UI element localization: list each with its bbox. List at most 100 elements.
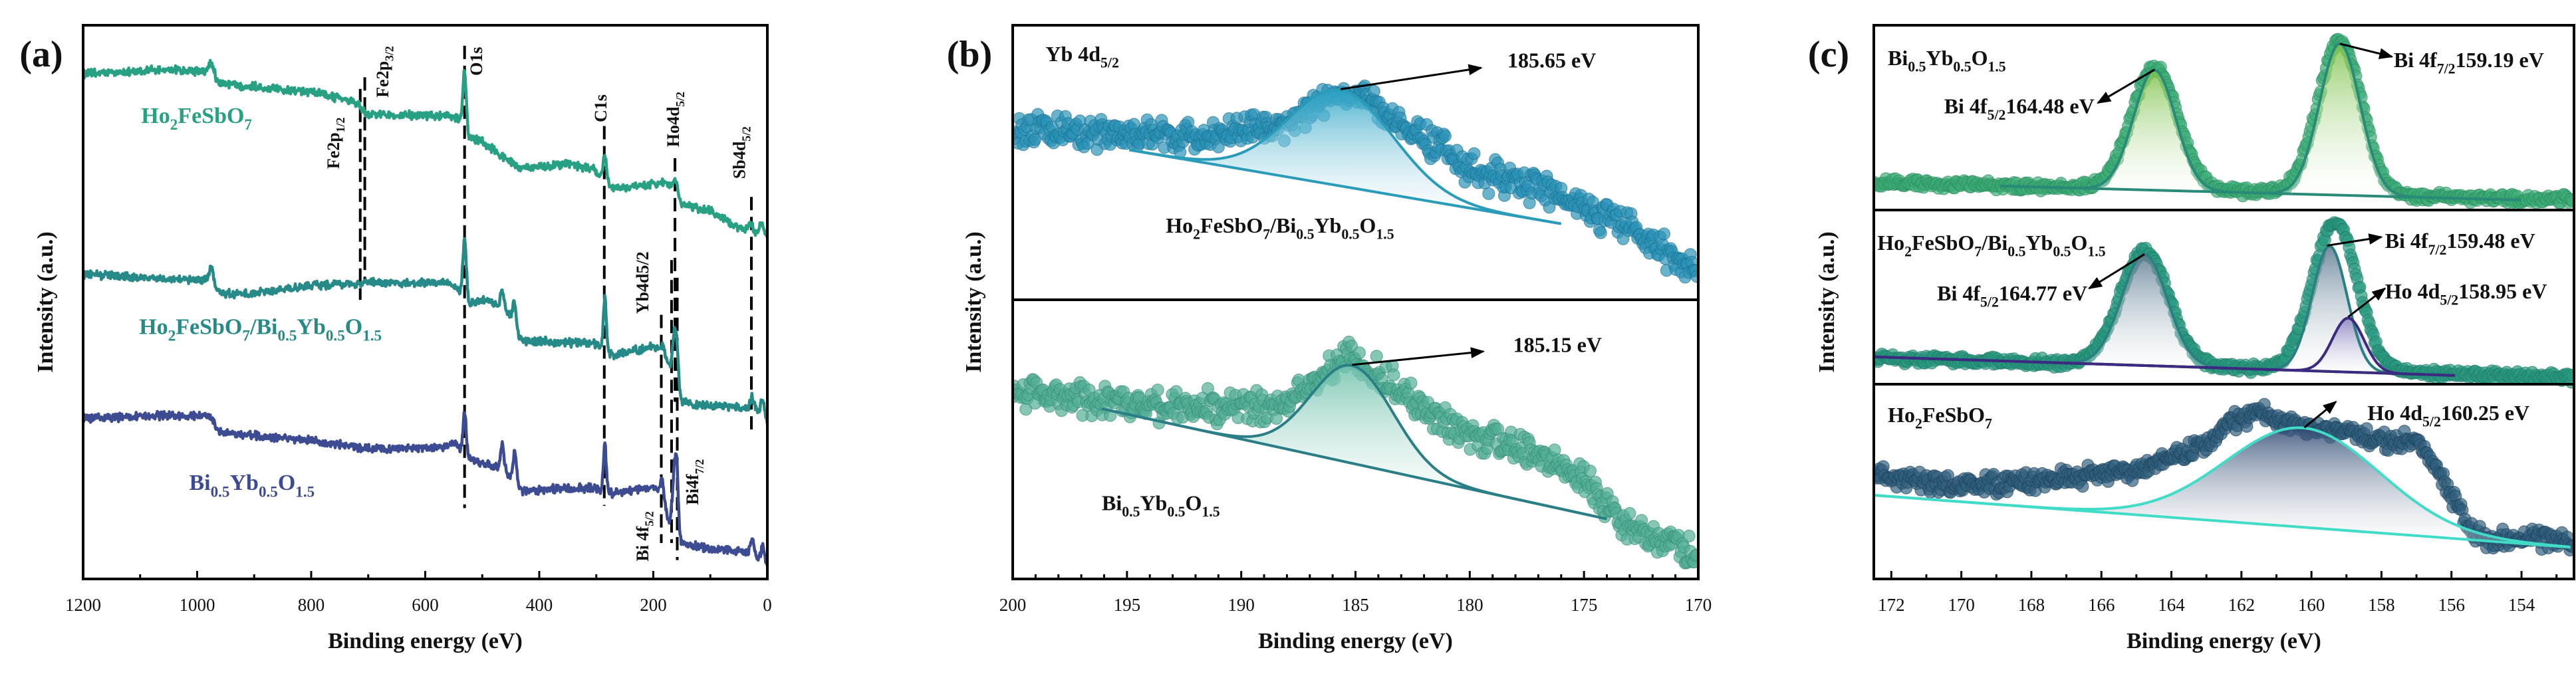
peak-fill <box>1102 365 1606 519</box>
data-point <box>1170 385 1183 398</box>
peak-annotation: Ho 4d5/2160.25 eV <box>2367 401 2529 430</box>
peak-label: Bi4f7/2 <box>683 459 706 505</box>
peak-fill <box>1999 70 2520 200</box>
peak-annotation: Bi 4f5/2164.77 eV <box>1937 281 2087 310</box>
annotation-arrow <box>1340 64 1483 90</box>
data-point <box>1151 384 1164 397</box>
data-point <box>1682 529 1696 543</box>
peak-label: Ho4d5/2 <box>664 92 687 147</box>
data-point <box>1482 187 1495 200</box>
annotation-arrow <box>2347 287 2386 318</box>
x-tick-label: 162 <box>2228 595 2255 615</box>
peak-label: Fe2p3/2 <box>373 46 396 98</box>
peak-annotation: Ho 4d5/2158.95 eV <box>2385 279 2547 308</box>
sample-label: Ho2FeSbO7/Bi0.5Yb0.5O1.5 <box>1166 213 1394 243</box>
peak-fill <box>1874 427 2569 548</box>
x-axis-title: Binding energy (eV) <box>2126 629 2321 653</box>
y-axis-title: Intensity (a.u.) <box>1815 231 1839 373</box>
annotation-arrow <box>2088 253 2145 290</box>
plot-area <box>1013 79 1698 570</box>
x-tick-label: 185 <box>1342 595 1369 615</box>
subplot <box>1874 33 2574 210</box>
peak-label: Yb4d5/2 <box>633 251 652 314</box>
fit-component <box>1129 88 1561 225</box>
data-point <box>1438 130 1452 143</box>
annotation-arrow <box>2097 68 2156 104</box>
sample-label: Ho2FeSbO7 <box>1888 403 1992 432</box>
x-tick-label: 160 <box>2298 595 2325 615</box>
x-tick-label: 168 <box>2018 595 2045 615</box>
data-point <box>1583 464 1597 478</box>
chart-panel-b: Ho2FeSbO7/Bi0.5Yb0.5O1.5 Yb 4d5/2 185.65 e… <box>947 24 1712 653</box>
x-tick-label: 164 <box>2158 595 2185 615</box>
peak-annotation: Bi 4f7/2159.48 eV <box>2385 229 2535 258</box>
subplot-title: Yb 4d5/2 <box>1045 42 1119 71</box>
x-tick-label: 1000 <box>180 595 215 615</box>
sample-label: Ho2FeSbO7/Bi0.5Yb0.5O1.5 <box>1877 231 2105 260</box>
data-point <box>2360 422 2373 435</box>
sample-label: Bi0.5Yb0.5O1.5 <box>1888 46 2006 75</box>
data-point <box>1352 346 1366 360</box>
annotation-arrow <box>2303 401 2337 429</box>
background-line <box>1874 494 2571 549</box>
data-point <box>1623 507 1636 520</box>
x-tick-label: 600 <box>412 595 439 615</box>
x-tick-label: 190 <box>1227 595 1255 615</box>
series-label: Bi0.5Yb0.5O1.5 <box>189 471 315 501</box>
plot-area <box>1874 33 2574 557</box>
panel-letter: (c) <box>1808 34 1849 75</box>
x-tick-label: 1200 <box>65 595 101 615</box>
peak-annotation: Bi 4f7/2159.19 eV <box>2394 48 2544 77</box>
y-axis-title: Intensity (a.u.) <box>962 231 986 373</box>
peak-annotation: 185.15 eV <box>1513 332 1602 356</box>
x-axis-title: Binding energy (eV) <box>328 629 523 653</box>
y-axis-title: Intensity (a.u.) <box>33 231 58 373</box>
sample-label: Bi0.5Yb0.5O1.5 <box>1102 491 1220 520</box>
data-point <box>1212 140 1225 154</box>
spectrum-line <box>83 237 767 425</box>
data-point <box>1370 350 1383 363</box>
subplot <box>1874 397 2574 557</box>
x-tick-label: 170 <box>1685 595 1712 615</box>
peak-label: Sb4d5/2 <box>730 126 753 179</box>
peak-annotation: 185.65 eV <box>1507 49 1596 72</box>
data-point <box>2076 480 2089 493</box>
peak-label: Bi 4f5/2 <box>633 511 656 561</box>
x-tick-label: 175 <box>1571 595 1598 615</box>
x-tick-label: 200 <box>999 595 1027 615</box>
series-label: Ho2FeSbO7/Bi0.5Yb0.5O1.5 <box>139 314 382 344</box>
data-point <box>1387 368 1400 382</box>
peak-fill <box>1874 254 2454 376</box>
x-tick-label: 0 <box>763 595 772 615</box>
background-line <box>1101 407 1607 520</box>
background-line <box>1874 355 2456 377</box>
x-tick-label: 156 <box>2438 595 2465 615</box>
background-line <box>1999 184 2522 201</box>
x-tick-label: 166 <box>2088 595 2115 615</box>
x-tick-label: 400 <box>526 595 553 615</box>
annotation-arrow <box>2327 233 2383 247</box>
peak-fill <box>1129 89 1561 224</box>
plot-frame <box>1872 24 2575 580</box>
background-line <box>1128 148 1562 225</box>
spectrum-line <box>83 58 767 239</box>
annotation-arrow <box>2339 43 2394 59</box>
x-tick-label: 154 <box>2508 595 2535 615</box>
x-tick-label: 195 <box>1114 595 1141 615</box>
x-tick-label: 800 <box>298 595 325 615</box>
chart-panel-c: Bi0.5Yb0.5O1.5 Bi 4f5/2164.48 eV Bi 4f7/21… <box>1808 24 2575 653</box>
data-point <box>1404 376 1418 390</box>
x-tick-label: 172 <box>1878 595 1905 615</box>
data-point <box>1468 147 1481 160</box>
series-label: Ho2FeSbO7 <box>141 104 252 134</box>
subplot <box>1013 79 1698 284</box>
x-tick-label: 180 <box>1456 595 1483 615</box>
peak-fill <box>1874 246 2454 376</box>
data-point <box>1594 226 1607 239</box>
peak-label: Fe2p1/2 <box>324 118 347 170</box>
x-tick-label: 170 <box>1948 595 1975 615</box>
chart-panel-a: Ho2FeSbO7 Ho2FeSbO7/Bi0.5Yb0.5O1.5 Bi0.5Yb… <box>19 24 772 653</box>
peak-fill <box>1874 318 2454 376</box>
peak-label: C1s <box>591 94 610 122</box>
